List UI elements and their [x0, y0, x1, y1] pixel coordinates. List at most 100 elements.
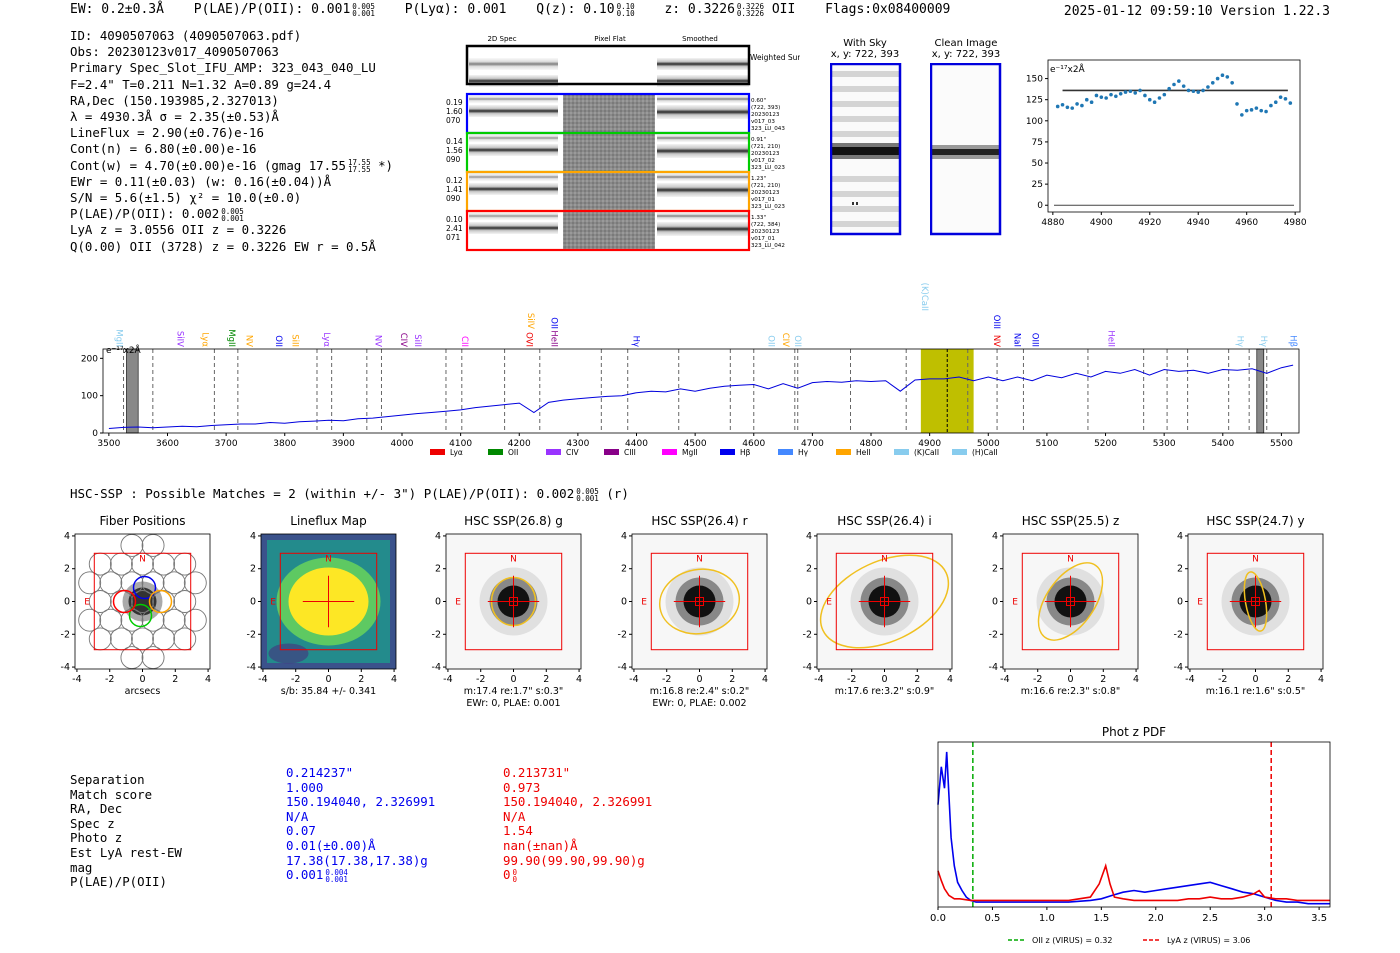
- legend-label: (H)CaII: [972, 448, 998, 457]
- fiber-right-value: 20230123: [751, 151, 780, 157]
- photz-series-blue: [937, 751, 1330, 905]
- match-value-1: N/A: [286, 808, 309, 824]
- match-value-2: nan(±nan)Å: [503, 837, 578, 853]
- cutout-ytick: -4: [246, 662, 255, 673]
- zoom-xtick: 4880: [1041, 218, 1064, 228]
- cutout-xtick: 0: [696, 674, 702, 685]
- fiber-right-value: 20230123: [751, 112, 780, 118]
- match-row: Spec z N/A N/A: [70, 809, 652, 832]
- zoom-data-point: [1177, 79, 1181, 83]
- spectrum-xtick: 3700: [215, 439, 238, 449]
- photz-series-red: [937, 862, 1330, 902]
- photz-pdf-chart: Phot z PDF 0.0 0.5 1.0 1.5 2.0 2.5 3.0 3.5 OII z …: [930, 725, 1331, 945]
- cutout-title: HSC SSP(26.4) r: [651, 514, 747, 528]
- legend-swatch: [546, 449, 561, 455]
- cutout-xtick: 4: [1133, 674, 1139, 685]
- emission-line-label: CIV: [398, 333, 408, 347]
- zoom-data-point: [1254, 106, 1259, 110]
- legend-swatch: [836, 449, 851, 455]
- legend-swatch: [488, 449, 503, 455]
- zoom-data-point: [1186, 88, 1191, 93]
- cutout-xtick: -2: [105, 674, 114, 685]
- zoom-data-point: [1220, 73, 1225, 77]
- cutout-ytick: 4: [806, 531, 812, 542]
- full-spectrum-chart: e⁻¹⁷x2Å 3500 3600 3700 3800 3900 4000 4100 4200 4…: [81, 283, 1300, 457]
- emission-line-label: Lyα: [200, 332, 210, 347]
- spectrum-xtick: 4300: [566, 439, 589, 449]
- zoom-data-point: [1181, 84, 1186, 88]
- zoom-data-point: [1283, 97, 1288, 101]
- info-lya: LyA z = 3.0556 OII z = 0.3226: [70, 222, 287, 238]
- cutout-xtick: -4: [72, 674, 81, 685]
- fiber-left-value: 090: [446, 194, 461, 203]
- east-label: E: [84, 598, 90, 608]
- cutout-xlabel: m:16.8 re:2.4" s:0.2": [649, 686, 749, 697]
- fiber-left-value: 0.19: [446, 98, 463, 107]
- cutout-xlabel: m:17.6 re:3.2" s:0.9": [835, 686, 935, 697]
- cutout-xtick: -4: [443, 674, 452, 685]
- photz-legend-label: OII z (VIRUS) = 0.32: [1032, 936, 1112, 945]
- legend-label: CIII: [624, 448, 636, 457]
- cutout-ytick: 4: [1177, 531, 1183, 542]
- zoom-ytick: 50: [1032, 159, 1044, 169]
- cutout-xtick: 0: [1067, 674, 1073, 685]
- north-label: N: [881, 554, 888, 564]
- cutout-panel-band: HSC SSP(26.4) r N E -4-4 -2 -2 0 0 2 2 4 4 m:16.8 re…: [617, 514, 768, 709]
- fiber-right-value: 1.23": [751, 176, 766, 182]
- fiber-left-value: 1.56: [446, 146, 463, 155]
- zoom-ytick: 75: [1032, 138, 1043, 148]
- fiber-right-value: v017_01: [751, 236, 775, 242]
- cutout-title: HSC SSP(24.7) y: [1206, 514, 1304, 528]
- cutout-ytick: 0: [435, 597, 441, 608]
- fiber-right-value: (722, 384): [751, 222, 780, 228]
- match-row: Est LyA rest-EW 0.01(±0.00)Å nan(±nan)Å: [70, 838, 652, 861]
- cutout-xtick: -2: [1218, 674, 1227, 685]
- cutout-ytick: -4: [61, 662, 70, 673]
- match-value-2: 1.54: [503, 823, 533, 839]
- legend-swatch: [894, 449, 909, 455]
- spectrum-xtick: 4800: [860, 439, 883, 449]
- east-label: E: [1012, 598, 1018, 608]
- match-value-2: 0.973: [503, 779, 541, 795]
- cutout-ytick: -4: [617, 662, 626, 673]
- spectrum-line: [108, 364, 1294, 429]
- cutout-xlabel: m:17.4 re:1.7" s:0.3": [464, 686, 564, 697]
- emission-line-label: NV: [991, 335, 1001, 347]
- fiber-right-value: 0.60": [751, 98, 766, 104]
- cutout-ytick: -2: [61, 629, 70, 640]
- zoom-ytick: 125: [1026, 96, 1043, 106]
- fiber-left-value: 0.10: [446, 215, 463, 224]
- north-label: N: [325, 554, 332, 564]
- cutout-ytick: -2: [803, 629, 812, 640]
- legend-swatch: [720, 449, 735, 455]
- legend-label: Lyα: [450, 448, 463, 457]
- match-value-1: 1.000: [286, 779, 324, 795]
- photz-xtick: 2.5: [1202, 913, 1218, 924]
- zoom-data-point: [1147, 97, 1152, 102]
- match-row: Separation 0.214237" 0.213731": [70, 765, 652, 788]
- legend-label: Hβ: [740, 448, 751, 457]
- zoom-ytick: 150: [1026, 75, 1043, 85]
- zoom-ytick: 0: [1037, 201, 1043, 211]
- spectrum-xtick: 4500: [684, 439, 707, 449]
- fiber-right-value: 20230123: [751, 229, 780, 235]
- cutout-xtick: -4: [1185, 674, 1194, 685]
- zoom-data-point: [1191, 89, 1196, 94]
- header-plae: P(LAE)/P(OII): 0.001 0.005 0.001: [193, 1, 375, 18]
- match-value-1: 0.001 0.004 0.001: [286, 867, 348, 884]
- cutout-xtick: -4: [258, 674, 267, 685]
- match-value-2: 99.90(99.90,99.90)g: [503, 852, 645, 868]
- zoom-data-point: [1215, 76, 1220, 81]
- emission-line-label: NV: [373, 335, 383, 347]
- fiber-left-value: 090: [446, 155, 461, 164]
- emission-line-label: CII: [459, 336, 469, 347]
- cutout-sublabel: EWr: 0, PLAE: 0.001: [466, 698, 560, 709]
- aperture-box: [650, 552, 748, 651]
- emission-line-label: SiII: [412, 334, 422, 347]
- east-label: E: [641, 598, 647, 608]
- north-label: N: [139, 554, 146, 564]
- legend-swatch: [662, 449, 677, 455]
- cutout-ytick: 2: [991, 564, 997, 575]
- with-sky-image: [830, 63, 902, 236]
